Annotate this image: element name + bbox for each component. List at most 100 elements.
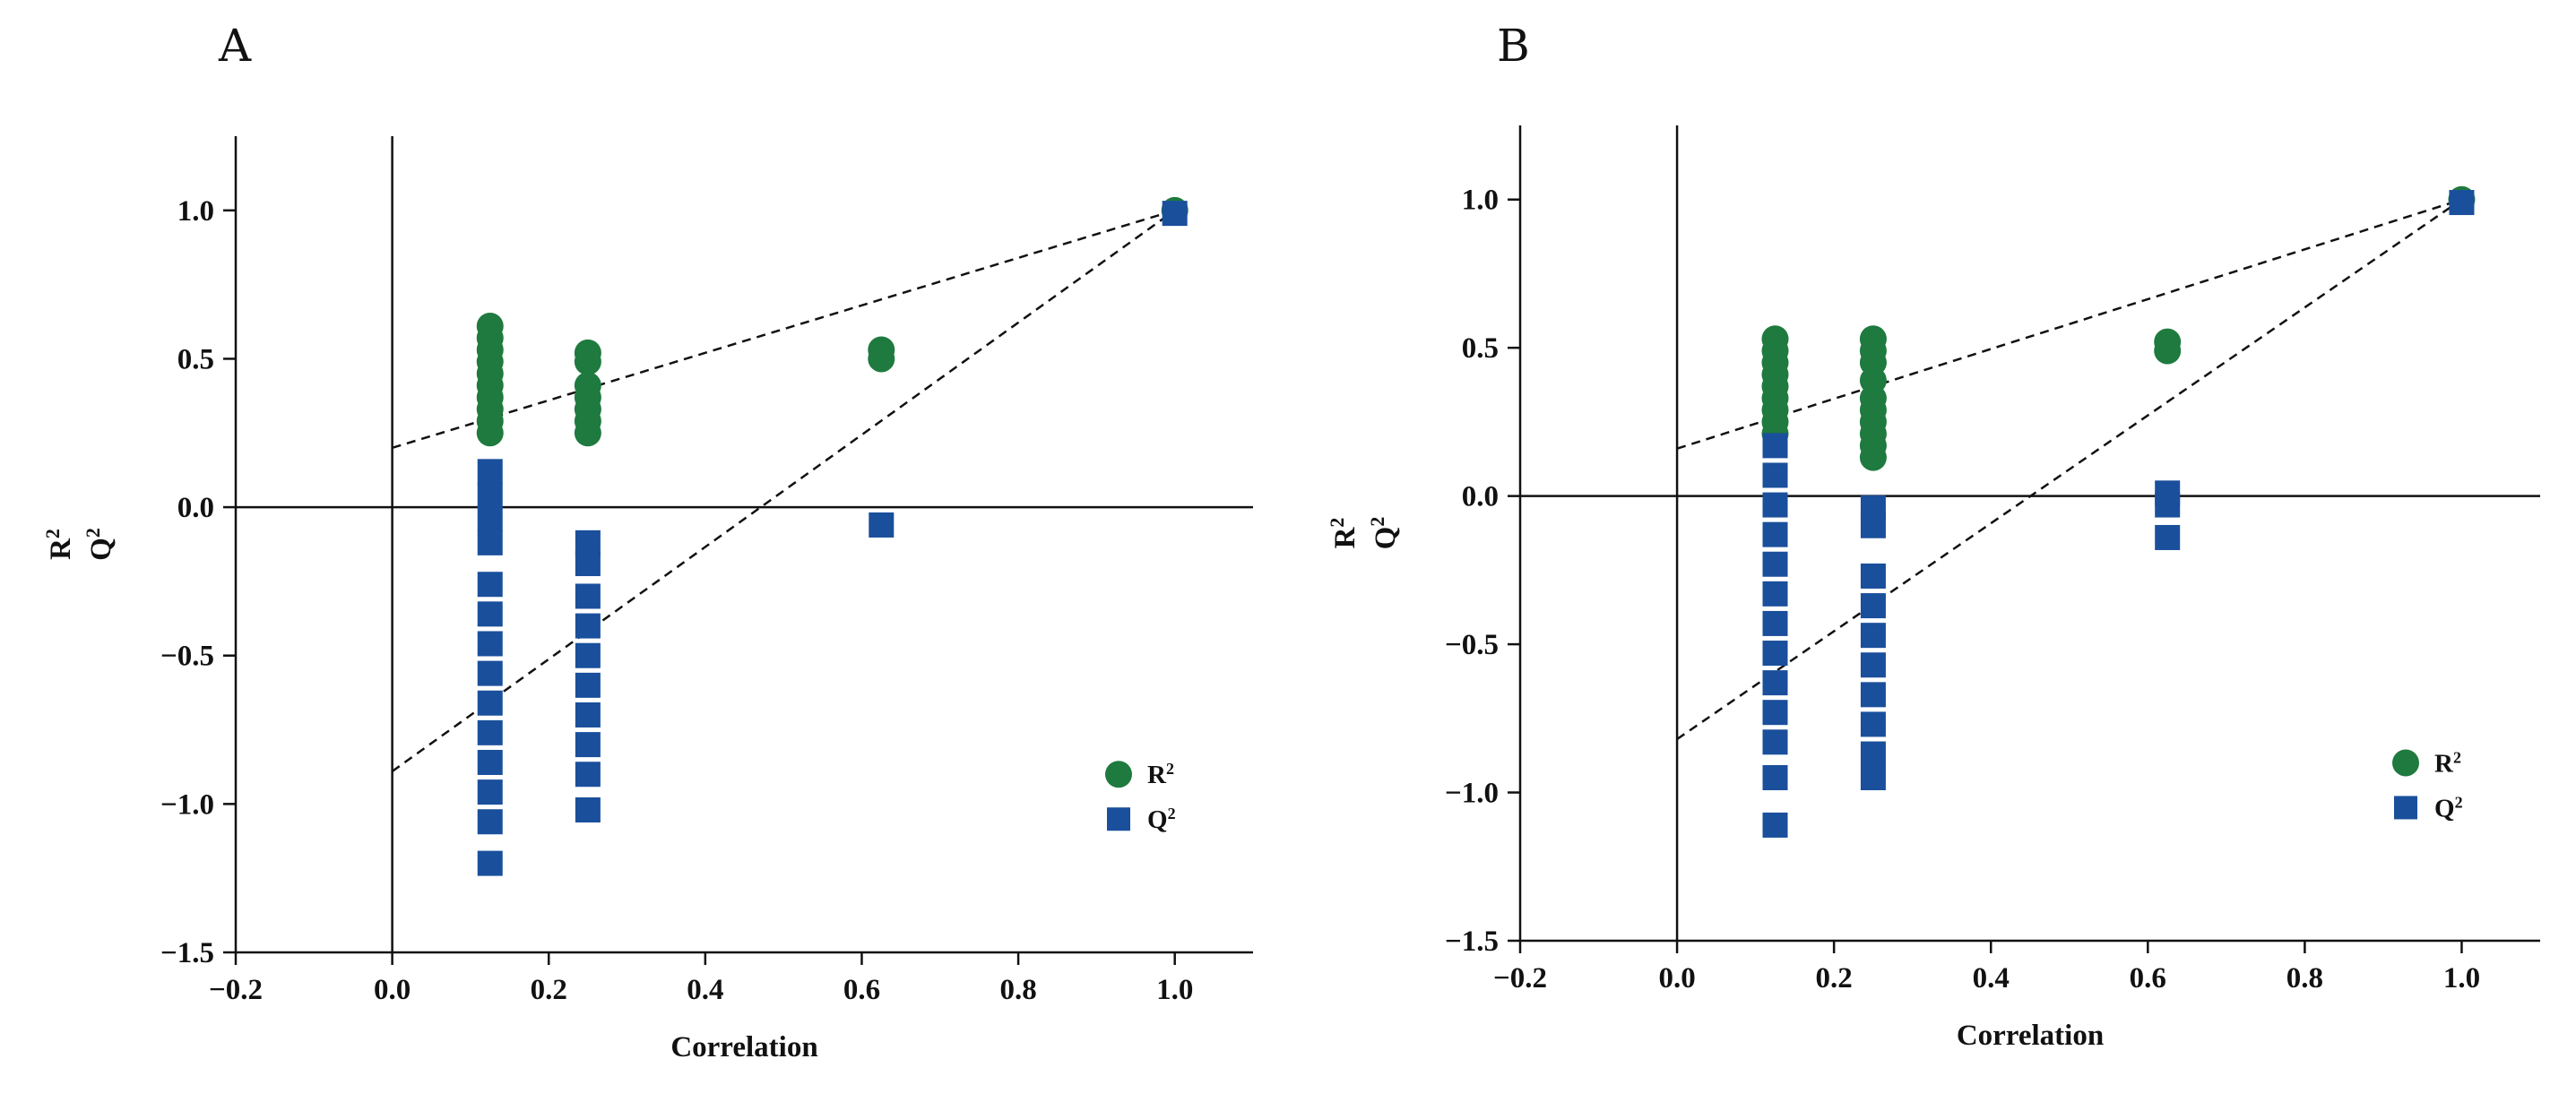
y-tick-label: −1.0 [1445,778,1499,810]
y-tick-label: 0.0 [1462,481,1499,513]
legend-q2-marker [1107,807,1130,831]
legend-r2-marker [2392,749,2419,777]
dashed-fit-line [1676,198,2463,741]
q2-point [477,459,503,485]
q2-point [2449,190,2475,216]
q2-point [1860,682,1886,708]
q2-point [1762,521,1788,547]
q2-point [477,690,503,716]
q2-point [477,779,503,805]
q2-point [477,631,503,657]
q2-point [575,583,601,609]
y-axis-title-q2: Q2 [82,528,118,561]
q2-point [2155,524,2181,550]
q2-point [477,660,503,686]
q2-point [1762,700,1788,726]
y-tick-label: −0.5 [1445,629,1499,661]
panel-b: B −0.2 0.0 0.2 0.4 0.6 0.8 1.0 −1.5 −1.0 −0.5 0.0 0.… [1326,20,2540,1052]
q2-point [477,809,503,835]
q2-point [1762,433,1788,459]
q2-point [1762,581,1788,607]
y-axis-title-q2: Q2 [1366,517,1403,550]
q2-point [575,613,601,639]
panel-a: A −0.2 0.0 0.2 0.4 0.6 0.8 1.0 −1.5 −1.0 −0.5 0.0 0.… [41,20,1253,1063]
x-tick-label: 0.8 [999,974,1036,1006]
r2-point [2154,337,2182,365]
panel-letter: B [1497,20,1530,72]
q2-point [1860,741,1886,767]
dashed-fit-line [391,209,1176,772]
panel-letter: A [218,20,252,72]
q2-point [1762,670,1788,696]
q2-point [477,506,503,532]
q2-point [1860,711,1886,737]
r2-point [476,419,504,447]
q2-point [2155,492,2181,518]
legend-r2-label: R2 [2434,748,2461,778]
r2-point [1859,443,1887,471]
r2-point [574,419,601,447]
legend-q2-label: Q2 [2434,793,2463,822]
q2-point [477,482,503,508]
x-tick-label: −0.2 [1493,962,1547,994]
x-tick-label: 0.0 [1658,962,1695,994]
q2-point [1762,641,1788,667]
x-tick-label: 0.6 [843,974,880,1006]
dashed-fit-line [392,209,1176,450]
q2-point [575,551,601,577]
q2-point [575,796,601,822]
y-tick-label: −1.5 [160,937,214,969]
x-tick-label: 0.8 [2286,962,2323,994]
x-tick-label: 0.2 [1816,962,1853,994]
y-tick-label: 0.5 [177,343,214,375]
y-tick-label: −0.5 [160,641,214,673]
q2-point [575,672,601,698]
y-tick-label: 1.0 [177,195,214,228]
q2-point [1860,563,1886,589]
q2-point [575,702,601,727]
q2-point [1860,623,1886,649]
y-tick-label: 1.0 [1462,185,1499,217]
r2-point [574,348,601,375]
q2-point [477,749,503,775]
x-tick-label: 0.2 [531,974,567,1006]
dashed-fit-line [1676,198,2462,450]
q2-point [1860,765,1886,790]
q2-point [575,642,601,668]
q2-point [575,762,601,788]
q2-point [1762,462,1788,488]
x-tick-label: 1.0 [1156,974,1193,1006]
q2-point [1762,729,1788,755]
q2-point [1762,812,1788,838]
q2-point [1860,652,1886,678]
r2-point [868,345,895,373]
x-tick-label: 0.6 [2130,962,2166,994]
q2-point [477,719,503,745]
x-tick-label: 0.4 [687,974,723,1006]
legend-q2-label: Q2 [1147,805,1176,834]
q2-point [869,512,895,538]
y-tick-label: 0.0 [177,492,214,524]
q2-point [477,529,503,555]
q2-point [1762,610,1788,636]
legend-r2-marker [1105,761,1132,788]
q2-point [1762,765,1788,790]
q2-point [477,572,503,598]
y-tick-label: −1.5 [1445,926,1499,958]
q2-point [1860,512,1886,538]
x-axis-title: Correlation [670,1031,817,1063]
q2-point [1860,593,1886,619]
x-axis-title: Correlation [1957,1020,2104,1052]
x-tick-label: −0.2 [209,974,263,1006]
x-tick-label: 0.0 [374,974,411,1006]
q2-point [1762,492,1788,518]
y-tick-label: −1.0 [160,788,214,821]
y-tick-label: 0.5 [1462,332,1499,365]
q2-point [477,601,503,627]
y-axis-title-r2: R2 [41,529,78,560]
y-axis-title-r2: R2 [1326,518,1362,549]
x-tick-label: 1.0 [2443,962,2480,994]
q2-point [1162,201,1188,227]
q2-point [575,732,601,758]
